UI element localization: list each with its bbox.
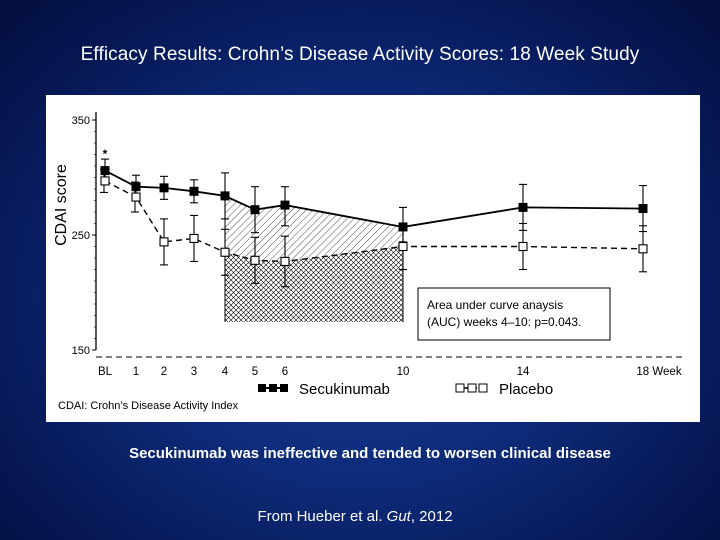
point-secukinumab bbox=[518, 202, 528, 212]
point-secukinumab bbox=[131, 182, 141, 192]
legend-marker-placebo bbox=[478, 383, 488, 393]
legend-marker-placebo bbox=[467, 383, 477, 393]
point-placebo bbox=[131, 192, 141, 202]
point-placebo bbox=[189, 233, 199, 243]
x-tick-label: 14 bbox=[517, 366, 530, 378]
x-tick-label: 18 Week bbox=[636, 366, 681, 378]
annotation-text-line: (AUC) weeks 4–10: p=0.043. bbox=[427, 315, 581, 329]
point-secukinumab bbox=[220, 191, 230, 201]
annotation-box bbox=[417, 287, 611, 341]
legend-label-placebo: Placebo bbox=[499, 381, 553, 398]
point-placebo bbox=[100, 176, 110, 186]
legend-marker-secukinumab bbox=[258, 384, 266, 392]
point-placebo bbox=[280, 256, 290, 266]
x-tick-label: 1 bbox=[133, 366, 139, 378]
legend-marker-secukinumab bbox=[269, 384, 277, 392]
x-tick-label: 4 bbox=[222, 366, 229, 378]
point-placebo bbox=[220, 247, 230, 257]
point-placebo bbox=[398, 241, 408, 252]
y-tick-label: 350 bbox=[72, 115, 90, 127]
legend-marker-secukinumab bbox=[280, 384, 288, 392]
y-axis-label: CDAI score bbox=[53, 164, 70, 246]
point-secukinumab bbox=[280, 200, 290, 210]
point-secukinumab bbox=[250, 205, 260, 215]
x-tick-label: 3 bbox=[191, 366, 197, 378]
series-line-placebo bbox=[104, 180, 644, 263]
x-tick-label: BL bbox=[98, 366, 113, 378]
x-tick-label: 5 bbox=[252, 366, 258, 378]
y-tick-label: 250 bbox=[72, 230, 90, 242]
citation: From Hueber et al. Gut, 2012 bbox=[0, 508, 710, 525]
legend-marker-placebo bbox=[455, 383, 465, 393]
point-placebo bbox=[250, 255, 260, 265]
chart-footnote: CDAI: Crohn’s Disease Activity Index bbox=[58, 400, 239, 412]
point-placebo bbox=[518, 241, 528, 252]
cdai-line-chart: 150 250 350 BL 1 2 3 4 5 6 10 14 18 Week CDAI score * A… bbox=[53, 112, 686, 412]
point-secukinumab bbox=[159, 183, 169, 193]
point-secukinumab bbox=[189, 186, 199, 196]
significance-marker: * bbox=[103, 147, 108, 161]
x-tick-label: 2 bbox=[161, 366, 167, 378]
citation-suffix: , 2012 bbox=[410, 508, 453, 525]
series-line-secukinumab bbox=[104, 169, 644, 228]
citation-journal: Gut bbox=[386, 508, 411, 525]
annotation-text-line: Area under curve anaysis bbox=[427, 298, 563, 312]
citation-prefix: From Hueber et al. bbox=[257, 508, 387, 525]
chart-panel: 150 250 350 BL 1 2 3 4 5 6 10 14 18 Week CDAI score * A… bbox=[46, 95, 700, 422]
point-secukinumab bbox=[638, 204, 648, 214]
x-tick-label: 6 bbox=[282, 366, 288, 378]
legend-label-secukinumab: Secukinumab bbox=[299, 381, 390, 398]
slide-title: Efficacy Results: Crohn’s Disease Activi… bbox=[80, 44, 640, 65]
point-secukinumab bbox=[100, 166, 110, 176]
x-tick-label: 10 bbox=[397, 366, 410, 378]
auc-region-between-curves bbox=[225, 195, 403, 262]
auc-region-under-placebo bbox=[225, 246, 403, 322]
y-tick-label: 150 bbox=[72, 345, 90, 357]
point-placebo bbox=[159, 237, 169, 247]
point-placebo bbox=[638, 244, 648, 254]
slide-caption: Secukinumab was ineffective and tended t… bbox=[129, 445, 611, 462]
